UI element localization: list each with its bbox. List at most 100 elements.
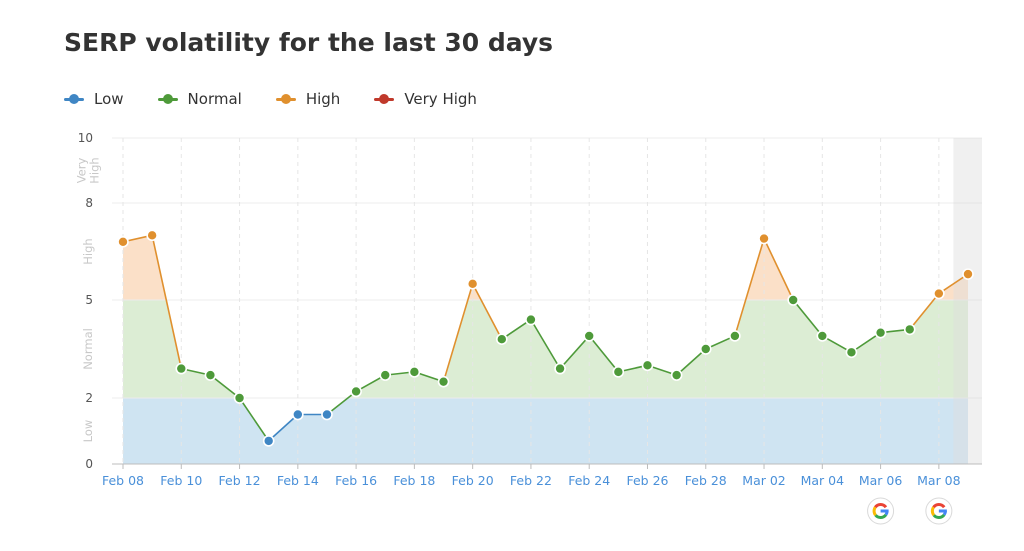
data-point [321, 408, 333, 421]
x-tick-label: Feb 14 [277, 473, 319, 488]
data-point [845, 346, 858, 359]
x-tick-label: Feb 28 [685, 473, 727, 488]
x-tick-label: Feb 08 [102, 473, 144, 488]
series-line-segment [559, 335, 590, 370]
y-tick-label: 10 [78, 131, 93, 145]
google-g-red [932, 503, 946, 509]
highlighted-day-column [953, 138, 982, 464]
legend-label-very-high: Very High [404, 90, 477, 108]
data-point [933, 287, 945, 300]
data-point [729, 330, 741, 342]
y-tick-label: 2 [85, 391, 93, 405]
legend-item-low[interactable]: Low [64, 90, 124, 108]
legend-label-high: High [305, 90, 341, 108]
chart-legend: Low Normal High Very High [64, 90, 477, 108]
x-tick-label: Mar 04 [801, 473, 845, 488]
band-label-high: High [81, 238, 95, 264]
google-g-red [874, 503, 888, 509]
x-tick-label: Mar 06 [859, 473, 903, 488]
data-point [758, 232, 770, 245]
band-label-text: High [88, 157, 102, 183]
chart-title: SERP volatility for the last 30 days [64, 28, 554, 57]
x-tick-label: Mar 08 [917, 473, 961, 488]
series-line-segment [326, 390, 357, 416]
series-line-segment [763, 238, 794, 301]
series-line-segment [471, 283, 503, 340]
legend-item-normal[interactable]: Normal [157, 90, 242, 108]
data-point [379, 369, 392, 381]
legend-swatch-normal [157, 94, 178, 104]
series-line-segment [938, 273, 969, 295]
data-point [787, 294, 799, 306]
legend-label-normal: Normal [187, 90, 242, 108]
x-tick-label: Feb 12 [219, 473, 261, 488]
data-point [292, 408, 304, 421]
data-point [408, 366, 421, 378]
data-point [204, 369, 217, 381]
google-g-bar [938, 509, 947, 513]
legend-swatch-very-high [374, 94, 395, 104]
band-label-low: Low [81, 420, 95, 443]
x-tick-label: Mar 02 [742, 473, 785, 488]
band-label-text: Very [75, 158, 89, 184]
band-label-text: High [81, 238, 95, 264]
y-tick-label: 5 [85, 293, 93, 307]
series-line-segment [734, 238, 765, 337]
x-tick-label: Feb 20 [452, 473, 494, 488]
y-tick-label: 0 [85, 457, 93, 471]
series-line-segment [268, 413, 299, 442]
data-point [233, 392, 246, 404]
google-g-green [874, 513, 888, 519]
band-label-very-high: Very High [75, 157, 102, 183]
data-point [350, 385, 362, 398]
data-point [495, 333, 508, 346]
data-point [670, 369, 683, 381]
google-g-yellow [930, 506, 936, 517]
data-point [612, 366, 625, 378]
data-point [962, 268, 974, 280]
legend-swatch-low [64, 94, 84, 104]
data-point [554, 362, 566, 375]
band-area-normal [123, 300, 968, 398]
band-label-normal: Normal [81, 328, 95, 370]
legend-item-high[interactable]: High [275, 90, 341, 108]
series-line-segment [238, 397, 270, 442]
data-point [583, 330, 596, 342]
x-tick-label: Feb 18 [393, 473, 435, 488]
x-tick-label: Feb 24 [568, 473, 610, 488]
google-g-green [932, 513, 946, 519]
x-tick-label: Feb 16 [335, 473, 377, 488]
data-point [641, 359, 654, 372]
series-line-segment [676, 348, 707, 376]
google-update-icon[interactable] [867, 497, 895, 525]
series-line-segment [151, 235, 183, 369]
series-line-segment [442, 283, 474, 382]
data-point [437, 375, 450, 388]
legend-item-very-high[interactable]: Very High [374, 90, 477, 108]
legend-label-low: Low [94, 90, 124, 108]
series-line-segment [851, 332, 882, 353]
band-label-text: Low [81, 420, 95, 443]
x-tick-label: Feb 22 [510, 473, 552, 488]
y-tick-label: 8 [85, 196, 93, 210]
band-label-text: Normal [81, 328, 95, 370]
data-point [816, 330, 829, 342]
series-line-segment [530, 319, 561, 370]
data-point [262, 435, 275, 447]
legend-swatch-high [275, 94, 296, 104]
data-point [525, 313, 537, 326]
data-point [466, 278, 479, 290]
band-area-high [123, 235, 968, 300]
series-line-segment [909, 293, 940, 330]
data-point [146, 229, 158, 242]
google-update-icon[interactable] [925, 497, 953, 525]
google-g-yellow [872, 506, 877, 517]
data-point [874, 326, 887, 339]
series-line-segment [501, 318, 532, 340]
x-tick-label: Feb 10 [160, 473, 202, 488]
data-point [117, 236, 129, 248]
series-line-segment [588, 335, 619, 373]
x-tick-label: Feb 26 [626, 473, 668, 488]
google-g-bar [880, 509, 889, 513]
